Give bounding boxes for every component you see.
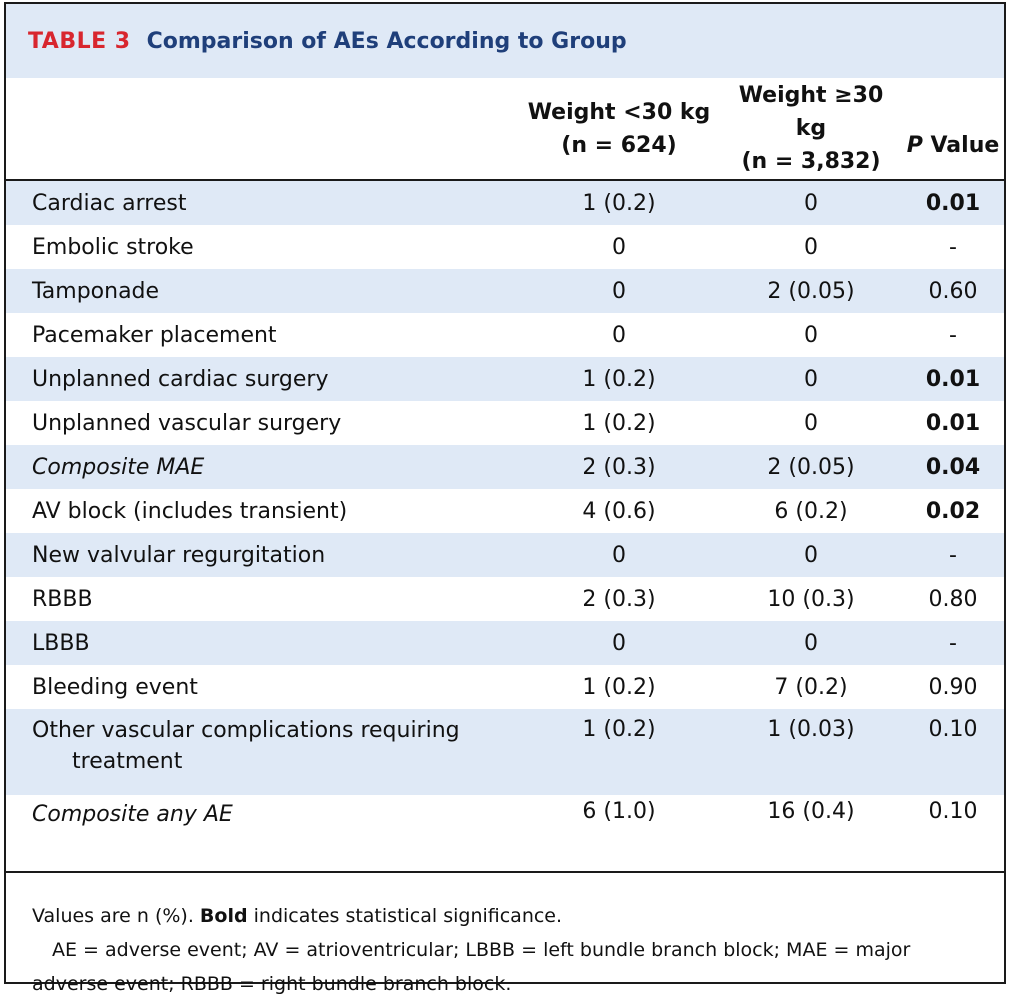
table-row: Other vascular complications requiring t…	[6, 709, 1004, 795]
row-label: Tamponade	[6, 269, 518, 313]
header-group-a-line1: Weight <30 kg	[527, 99, 711, 125]
table-row: AV block (includes transient) 4 (0.6) 6 …	[6, 489, 1004, 533]
cell-p-value: 0.60	[902, 269, 1004, 313]
cell-group-a: 0	[612, 234, 626, 260]
cell-p-value: 0.10	[928, 799, 978, 824]
header-row: Weight <30 kg (n = 624) Weight ≥30 kg (n…	[6, 78, 1004, 181]
cell-p-value: -	[902, 533, 1004, 577]
cell-group-b: 16 (0.4)	[767, 799, 855, 824]
footnote-text: Values are n (%).	[32, 905, 200, 927]
header-group-b-line2: (n = 3,832)	[741, 149, 881, 174]
cell-group-a: 1 (0.2)	[518, 180, 720, 225]
row-label: Cardiac arrest	[6, 180, 518, 225]
row-label: Pacemaker placement	[32, 322, 277, 348]
footnote-line1: Values are n (%). Bold indicates statist…	[32, 899, 984, 933]
row-label: Composite any AE	[32, 802, 233, 827]
cell-group-a: 0	[518, 269, 720, 313]
cell-p-value: -	[902, 621, 1004, 665]
footnote-bold: Bold	[199, 905, 248, 927]
cell-group-b: 2 (0.05)	[720, 269, 902, 313]
header-group-b-line1: Weight ≥30 kg	[738, 83, 884, 141]
table-row: Cardiac arrest 1 (0.2) 0 0.01	[6, 180, 1004, 225]
cell-group-b: 0	[804, 322, 818, 348]
cell-group-b: 0	[804, 234, 818, 260]
cell-group-a: 1 (0.2)	[582, 674, 656, 700]
footnote-separator	[6, 871, 1004, 873]
cell-group-b: 6 (0.2)	[774, 498, 848, 524]
cell-p-value: 0.10	[902, 709, 1004, 795]
row-label: Unplanned cardiac surgery	[6, 357, 518, 401]
row-label: LBBB	[6, 621, 518, 665]
header-p-rest: Value	[922, 132, 1000, 158]
header-p-value: . P Value	[902, 78, 1004, 181]
table-row: New valvular regurgitation 0 0 -	[6, 533, 1004, 577]
cell-p-value: 0.01	[902, 180, 1004, 225]
cell-group-a: 0	[518, 533, 720, 577]
cell-group-a: 2 (0.3)	[582, 586, 656, 612]
footnote-abbreviations: AE = adverse event; AV = atrioventricula…	[32, 939, 911, 995]
cell-p-value: 0.02	[925, 498, 981, 524]
cell-group-b: 10 (0.3)	[767, 586, 855, 612]
header-empty-cell	[6, 78, 518, 181]
row-label-line2: treatment	[72, 749, 183, 774]
table-number: TABLE 3	[28, 28, 131, 54]
cell-group-b: 0	[720, 533, 902, 577]
row-label: Bleeding event	[32, 674, 198, 700]
table-title-bar: TABLE 3 Comparison of AEs According to G…	[6, 4, 1004, 78]
data-table: Weight <30 kg (n = 624) Weight ≥30 kg (n…	[6, 78, 1004, 871]
header-group-a: Weight <30 kg (n = 624)	[518, 78, 720, 181]
table-row: Unplanned vascular surgery 1 (0.2) 0 0.0…	[6, 401, 1004, 445]
cell-group-a: 1 (0.2)	[518, 709, 720, 795]
cell-group-a: 2 (0.3)	[518, 445, 720, 489]
cell-p-value: -	[949, 234, 957, 260]
footnote-text: indicates statistical significance.	[247, 905, 563, 927]
table-row: LBBB 0 0 -	[6, 621, 1004, 665]
cell-p-value: 0.90	[928, 674, 978, 700]
row-label: RBBB	[32, 586, 93, 612]
table-row: Tamponade 0 2 (0.05) 0.60	[6, 269, 1004, 313]
cell-p-value: 0.04	[902, 445, 1004, 489]
cell-group-b: 0	[720, 621, 902, 665]
cell-p-value: 0.80	[928, 586, 978, 612]
table-row: Pacemaker placement 0 0 -	[6, 313, 1004, 357]
cell-p-value: 0.01	[902, 357, 1004, 401]
cell-group-b: 2 (0.05)	[720, 445, 902, 489]
row-label: New valvular regurgitation	[6, 533, 518, 577]
row-label: Composite MAE	[6, 445, 518, 489]
header-group-b: Weight ≥30 kg (n = 3,832)	[720, 78, 902, 181]
row-label: Unplanned vascular surgery	[32, 410, 342, 436]
row-label: AV block (includes transient)	[32, 498, 348, 524]
table-row: RBBB 2 (0.3) 10 (0.3) 0.80	[6, 577, 1004, 621]
cell-p-value: 0.01	[925, 410, 981, 436]
table-title: Comparison of AEs According to Group	[146, 28, 627, 54]
row-label: Embolic stroke	[32, 234, 194, 260]
cell-group-a: 1 (0.2)	[518, 357, 720, 401]
table-row: Unplanned cardiac surgery 1 (0.2) 0 0.01	[6, 357, 1004, 401]
row-label: Other vascular complications requiring t…	[6, 709, 518, 795]
cell-group-a: 4 (0.6)	[582, 498, 656, 524]
row-label-line1: Other vascular complications requiring	[32, 718, 460, 743]
cell-p-value: -	[949, 322, 957, 348]
table-row: Composite any AE 6 (1.0) 16 (0.4) 0.10	[6, 795, 1004, 871]
header-p-italic: P	[906, 132, 923, 158]
cell-group-a: 0	[612, 322, 626, 348]
cell-group-b: 0	[720, 180, 902, 225]
cell-group-b: 0	[720, 357, 902, 401]
cell-group-b: 1 (0.03)	[720, 709, 902, 795]
footnotes: Values are n (%). Bold indicates statist…	[6, 873, 1004, 1001]
cell-group-a: 6 (1.0)	[582, 799, 656, 824]
table-row: Embolic stroke 0 0 -	[6, 225, 1004, 269]
cell-group-b: 7 (0.2)	[774, 674, 848, 700]
header-group-a-line2: (n = 624)	[561, 132, 677, 158]
cell-group-a: 0	[518, 621, 720, 665]
cell-group-a: 1 (0.2)	[582, 410, 656, 436]
cell-group-b: 0	[804, 410, 818, 436]
table-row: Composite MAE 2 (0.3) 2 (0.05) 0.04	[6, 445, 1004, 489]
table-row: Bleeding event 1 (0.2) 7 (0.2) 0.90	[6, 665, 1004, 709]
table-frame: TABLE 3 Comparison of AEs According to G…	[4, 2, 1006, 995]
